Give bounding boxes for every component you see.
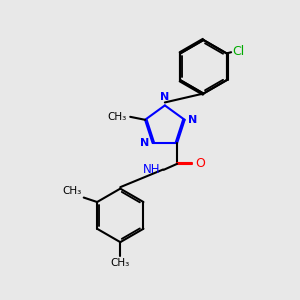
Text: O: O [195,158,205,170]
Text: CH₃: CH₃ [62,186,81,196]
Text: Cl: Cl [232,45,245,58]
Text: CH₃: CH₃ [107,112,127,122]
Text: N: N [160,92,170,102]
Text: N: N [140,138,149,148]
Text: CH₃: CH₃ [111,258,130,268]
Text: NH: NH [143,163,161,176]
Text: N: N [188,115,197,125]
